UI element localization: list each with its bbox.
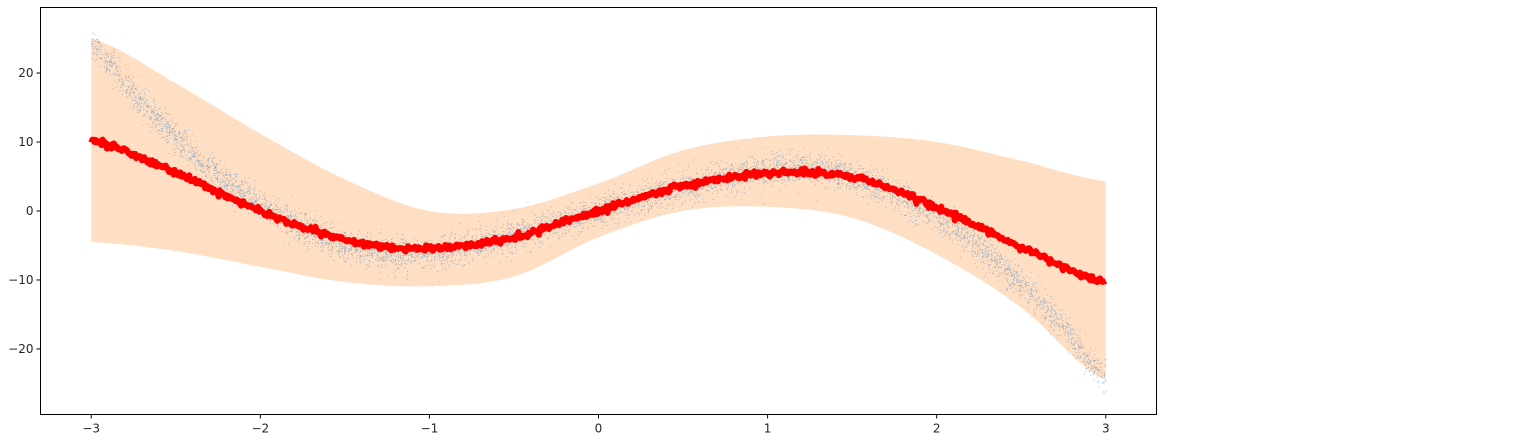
x-tick-label: −2 [251, 422, 269, 436]
x-tick-label: 1 [764, 422, 772, 436]
y-tick-label: −20 [8, 342, 33, 356]
x-axis-ticks: −3 −2 −1 0 1 2 3 [82, 414, 1110, 436]
y-tick-label: −10 [8, 273, 33, 287]
y-axis-ticks: −20 −10 0 10 20 [8, 66, 41, 356]
y-tick-label: 0 [26, 204, 34, 218]
x-tick-label: −1 [421, 422, 439, 436]
x-tick-label: −3 [82, 422, 100, 436]
x-tick-label: 2 [933, 422, 941, 436]
y-tick-label: 20 [18, 66, 33, 80]
mean-line [88, 136, 1108, 285]
x-tick-label: 3 [1102, 422, 1110, 436]
x-tick-label: 0 [595, 422, 603, 436]
y-tick-label: 10 [18, 135, 33, 149]
mean-line-layer [88, 136, 1108, 285]
